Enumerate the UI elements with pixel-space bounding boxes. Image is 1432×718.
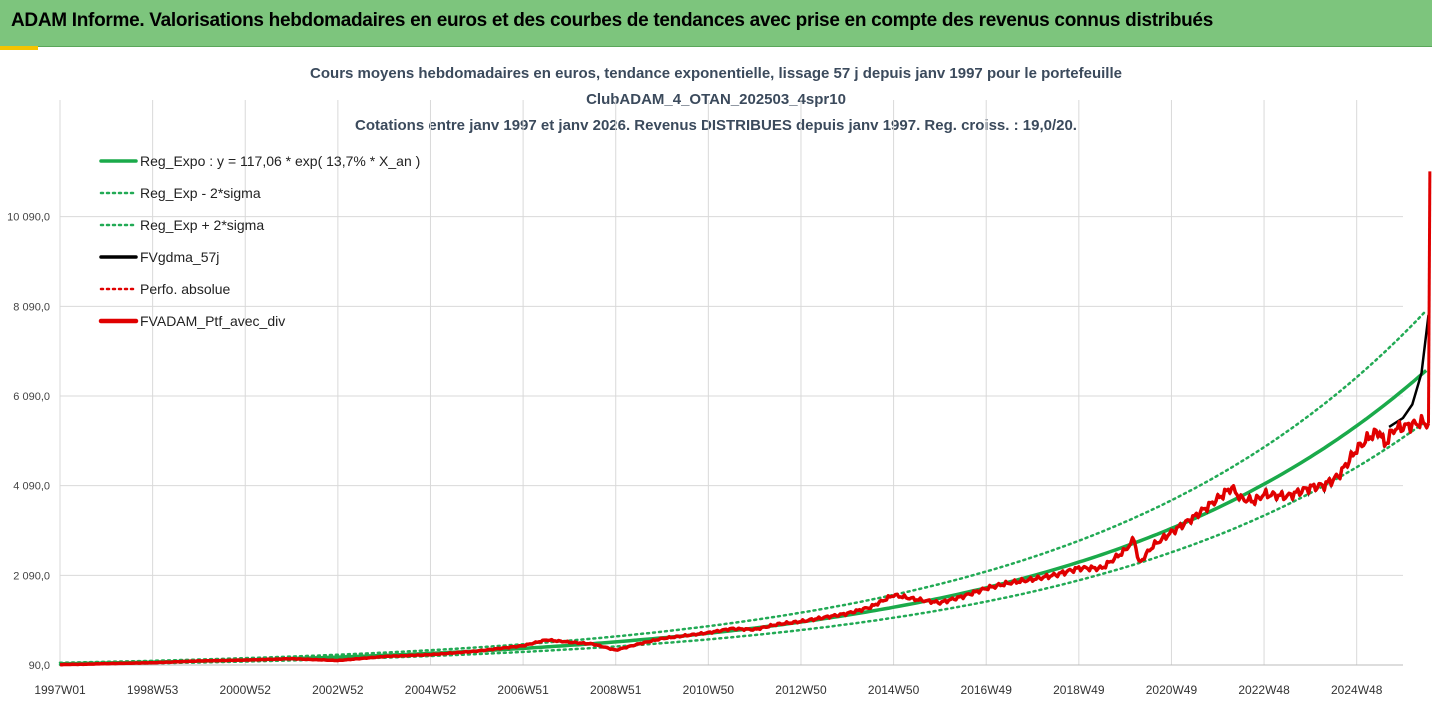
x-tick-label: 2016W49 — [961, 683, 1013, 697]
x-tick-label: 2022W48 — [1238, 683, 1290, 697]
x-tick-label: 1997W01 — [34, 683, 86, 697]
x-tick-label: 2006W51 — [497, 683, 549, 697]
y-tick-label: 10 090,0 — [7, 212, 50, 224]
series-ptf-spike — [1426, 171, 1432, 424]
series-fvgdma-57j — [59, 415, 1430, 666]
series-reg-expo — [59, 369, 1428, 666]
frame-accent — [0, 46, 38, 50]
series-reg-exp-plus-2sigma — [58, 309, 1428, 664]
x-tick-label: 2024W48 — [1331, 683, 1383, 697]
chart-title-line-2: ClubADAM_4_OTAN_202503_4spr10 — [586, 91, 846, 108]
series-fvadam-ptf-avec-div — [59, 413, 1431, 667]
y-axis: 90,0 2 090,0 4 090,0 6 090,0 8 090,0 10 090,0 — [7, 212, 50, 672]
x-tick-label: 2008W51 — [590, 683, 642, 697]
x-tick-label: 2004W52 — [405, 683, 457, 697]
legend-label: FVgdma_57j — [140, 249, 219, 265]
y-tick-label: 4 090,0 — [13, 481, 50, 493]
grid-lines — [59, 100, 1403, 666]
legend-label: Perfo. absolue — [140, 281, 230, 297]
x-tick-label: 2002W52 — [312, 683, 364, 697]
x-tick-label: 2018W49 — [1053, 683, 1105, 697]
report-title: ADAM Informe. Valorisations hebdomadaire… — [11, 10, 1213, 31]
y-tick-label: 8 090,0 — [13, 301, 50, 313]
chart-title-line-3: Cotations entre janv 1997 et janv 2026. … — [355, 117, 1077, 134]
header-banner: ADAM Informe. Valorisations hebdomadaire… — [0, 0, 1432, 47]
y-tick-label: 6 090,0 — [13, 391, 50, 403]
legend-label: Reg_Exp - 2*sigma — [140, 185, 261, 201]
legend-label: FVADAM_Ptf_avec_div — [140, 313, 285, 329]
chart-title-line-1: Cours moyens hebdomadaires en euros, ten… — [310, 65, 1122, 82]
x-tick-label: 2000W52 — [220, 683, 272, 697]
x-tick-label: 2010W50 — [683, 683, 735, 697]
x-tick-label: 1998W53 — [127, 683, 179, 697]
legend: Reg_Expo : y = 117,06 * exp( 13,7% * X_a… — [98, 153, 420, 329]
x-tick-label: 2012W50 — [775, 683, 827, 697]
series-fvgdma-tail — [1388, 314, 1430, 428]
y-tick-label: 90,0 — [29, 660, 50, 672]
series-group — [58, 171, 1432, 667]
legend-label: Reg_Exp + 2*sigma — [140, 217, 264, 233]
x-axis: 1997W01 1998W53 2000W52 2002W52 2004W52 2006W… — [34, 664, 1403, 697]
x-tick-label: 2020W49 — [1146, 683, 1198, 697]
legend-label: Reg_Expo : y = 117,06 * exp( 13,7% * X_a… — [140, 153, 420, 169]
y-tick-label: 2 090,0 — [13, 570, 50, 582]
x-tick-label: 2014W50 — [868, 683, 920, 697]
